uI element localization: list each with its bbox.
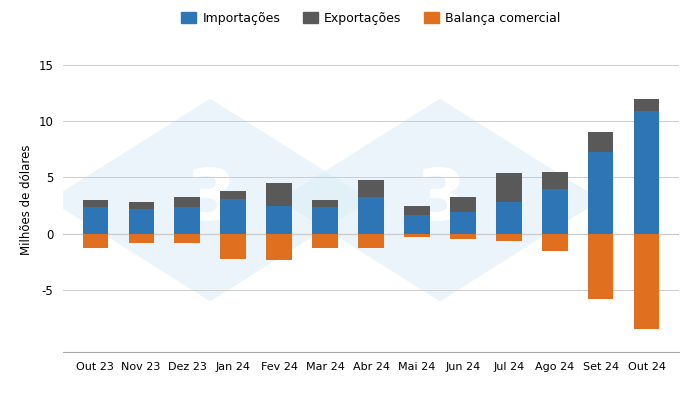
Bar <box>542 189 568 234</box>
Bar <box>588 152 613 234</box>
Bar <box>496 202 522 234</box>
Bar <box>405 206 430 215</box>
Bar <box>174 234 200 243</box>
Text: 3: 3 <box>415 166 465 234</box>
Text: 3: 3 <box>185 166 235 234</box>
Bar <box>83 200 108 207</box>
Bar <box>83 207 108 234</box>
Bar <box>450 234 475 239</box>
Bar <box>496 234 522 240</box>
Bar <box>358 180 384 197</box>
Bar <box>542 172 568 189</box>
Bar <box>634 111 659 234</box>
Bar <box>267 206 292 234</box>
Polygon shape <box>49 99 371 301</box>
Bar <box>129 234 154 243</box>
Bar <box>220 234 246 258</box>
Bar <box>634 234 659 330</box>
Bar <box>450 212 475 234</box>
Bar <box>83 234 108 248</box>
Bar <box>405 234 430 236</box>
Bar <box>358 197 384 234</box>
Bar <box>312 207 337 234</box>
Bar <box>220 191 246 199</box>
Bar <box>129 209 154 234</box>
Bar <box>267 234 292 260</box>
Bar <box>588 132 613 152</box>
Y-axis label: Milhões de dólares: Milhões de dólares <box>20 145 33 255</box>
Bar <box>405 215 430 234</box>
Bar <box>634 99 659 111</box>
Bar <box>312 200 337 207</box>
Bar <box>174 207 200 234</box>
Bar <box>496 173 522 202</box>
Bar <box>174 197 200 207</box>
Bar <box>312 234 337 248</box>
Bar <box>267 183 292 206</box>
Bar <box>358 234 384 248</box>
Bar <box>220 199 246 234</box>
Bar <box>450 197 475 212</box>
Bar <box>588 234 613 299</box>
Legend: Importações, Exportações, Balança comercial: Importações, Exportações, Balança comerc… <box>176 7 566 30</box>
Polygon shape <box>279 99 601 301</box>
Bar <box>542 234 568 251</box>
Bar <box>129 202 154 209</box>
